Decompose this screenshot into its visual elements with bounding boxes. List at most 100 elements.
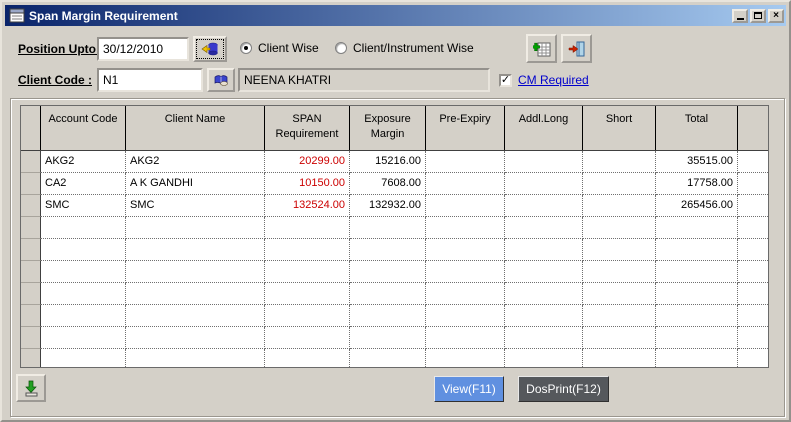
grid-cell-client-name[interactable]: AKG2: [126, 151, 265, 173]
dosprint-button[interactable]: DosPrint(F12): [518, 376, 609, 402]
grid-cell-addl-long[interactable]: [505, 283, 583, 305]
grid-cell-client-name[interactable]: [126, 217, 265, 239]
grid-cell-client-name[interactable]: [126, 239, 265, 261]
grid-cell-account-code[interactable]: [41, 305, 126, 327]
row-selector[interactable]: [21, 173, 41, 195]
radio-client-wise[interactable]: [240, 42, 252, 54]
grid-cell-total[interactable]: 17758.00: [656, 173, 738, 195]
grid-cell-client-name[interactable]: [126, 283, 265, 305]
grid-cell-span-requirement[interactable]: [265, 327, 350, 349]
grid-cell-pre-expiry[interactable]: [426, 327, 505, 349]
grid-cell-exposure-margin[interactable]: [350, 349, 426, 367]
grid-cell-addl-long[interactable]: [505, 195, 583, 217]
row-selector[interactable]: [21, 283, 41, 305]
close-button[interactable]: ×: [768, 8, 784, 23]
grid-cell-addl-long[interactable]: [505, 239, 583, 261]
grid-cell-account-code[interactable]: [41, 283, 126, 305]
row-selector[interactable]: [21, 151, 41, 173]
grid-cell-addl-long[interactable]: [505, 151, 583, 173]
grid-cell-addl-long[interactable]: [505, 217, 583, 239]
grid-cell-short[interactable]: [583, 349, 656, 367]
grid-cell-account-code[interactable]: [41, 349, 126, 367]
grid-cell-exposure-margin[interactable]: [350, 239, 426, 261]
grid-cell-exposure-margin[interactable]: [350, 217, 426, 239]
grid-cell-short[interactable]: [583, 283, 656, 305]
grid-cell-span-requirement[interactable]: [265, 283, 350, 305]
grid-cell-exposure-margin[interactable]: 132932.00: [350, 195, 426, 217]
grid-cell-span-requirement[interactable]: 20299.00: [265, 151, 350, 173]
grid-cell-pre-expiry[interactable]: [426, 261, 505, 283]
row-selector[interactable]: [21, 195, 41, 217]
radio-client-instrument-wise[interactable]: [335, 42, 347, 54]
row-selector[interactable]: [21, 305, 41, 327]
grid-cell-span-requirement[interactable]: [265, 305, 350, 327]
grid-cell-account-code[interactable]: [41, 261, 126, 283]
grid-cell-client-name[interactable]: [126, 305, 265, 327]
exit-button[interactable]: [561, 34, 592, 63]
grid-cell-pre-expiry[interactable]: [426, 283, 505, 305]
grid-cell-short[interactable]: [583, 195, 656, 217]
grid-cell-pre-expiry[interactable]: [426, 305, 505, 327]
grid-cell-total[interactable]: 265456.00: [656, 195, 738, 217]
row-selector[interactable]: [21, 327, 41, 349]
grid-cell-exposure-margin[interactable]: [350, 305, 426, 327]
row-selector[interactable]: [21, 239, 41, 261]
grid-cell-pre-expiry[interactable]: [426, 151, 505, 173]
row-selector[interactable]: [21, 261, 41, 283]
maximize-button[interactable]: [750, 8, 766, 23]
grid-cell-pre-expiry[interactable]: [426, 239, 505, 261]
grid-cell-exposure-margin[interactable]: [350, 283, 426, 305]
grid-cell-total[interactable]: [656, 217, 738, 239]
date-lookup-button[interactable]: [193, 36, 227, 62]
client-code-input[interactable]: [97, 68, 203, 92]
grid-cell-addl-long[interactable]: [505, 327, 583, 349]
grid-cell-account-code[interactable]: [41, 239, 126, 261]
grid-cell-pre-expiry[interactable]: [426, 195, 505, 217]
grid-cell-total[interactable]: [656, 283, 738, 305]
grid-cell-total[interactable]: [656, 239, 738, 261]
grid-cell-account-code[interactable]: SMC: [41, 195, 126, 217]
grid-cell-addl-long[interactable]: [505, 173, 583, 195]
grid-cell-exposure-margin[interactable]: 15216.00: [350, 151, 426, 173]
grid-cell-total[interactable]: [656, 261, 738, 283]
grid-cell-addl-long[interactable]: [505, 305, 583, 327]
grid-cell-exposure-margin[interactable]: [350, 327, 426, 349]
grid-cell-short[interactable]: [583, 261, 656, 283]
grid-cell-span-requirement[interactable]: 10150.00: [265, 173, 350, 195]
grid-cell-account-code[interactable]: [41, 217, 126, 239]
grid-cell-client-name[interactable]: [126, 349, 265, 367]
minimize-button[interactable]: [732, 8, 748, 23]
grid-cell-total[interactable]: [656, 349, 738, 367]
grid-cell-short[interactable]: [583, 151, 656, 173]
grid-cell-account-code[interactable]: [41, 327, 126, 349]
grid-cell-exposure-margin[interactable]: 7608.00: [350, 173, 426, 195]
grid-cell-addl-long[interactable]: [505, 349, 583, 367]
grid-cell-client-name[interactable]: A K GANDHI: [126, 173, 265, 195]
position-date-input[interactable]: [97, 37, 189, 61]
view-button[interactable]: View(F11): [434, 376, 504, 402]
client-lookup-button[interactable]: [207, 68, 235, 92]
grid-cell-account-code[interactable]: CA2: [41, 173, 126, 195]
grid-cell-client-name[interactable]: SMC: [126, 195, 265, 217]
download-button[interactable]: [16, 374, 46, 402]
grid-cell-span-requirement[interactable]: [265, 261, 350, 283]
grid-cell-client-name[interactable]: [126, 261, 265, 283]
grid-cell-pre-expiry[interactable]: [426, 173, 505, 195]
row-selector[interactable]: [21, 349, 41, 367]
grid-cell-pre-expiry[interactable]: [426, 217, 505, 239]
grid-cell-account-code[interactable]: AKG2: [41, 151, 126, 173]
grid-cell-short[interactable]: [583, 239, 656, 261]
row-selector[interactable]: [21, 217, 41, 239]
grid-cell-span-requirement[interactable]: [265, 217, 350, 239]
cm-required-link[interactable]: CM Required: [518, 73, 589, 87]
export-grid-button[interactable]: [526, 34, 557, 63]
grid-cell-exposure-margin[interactable]: [350, 261, 426, 283]
cm-required-checkbox[interactable]: ✓: [499, 73, 512, 87]
grid-cell-short[interactable]: [583, 217, 656, 239]
grid-cell-total[interactable]: 35515.00: [656, 151, 738, 173]
grid-cell-total[interactable]: [656, 305, 738, 327]
grid-cell-span-requirement[interactable]: 132524.00: [265, 195, 350, 217]
grid-cell-short[interactable]: [583, 305, 656, 327]
grid-cell-client-name[interactable]: [126, 327, 265, 349]
grid-cell-span-requirement[interactable]: [265, 349, 350, 367]
